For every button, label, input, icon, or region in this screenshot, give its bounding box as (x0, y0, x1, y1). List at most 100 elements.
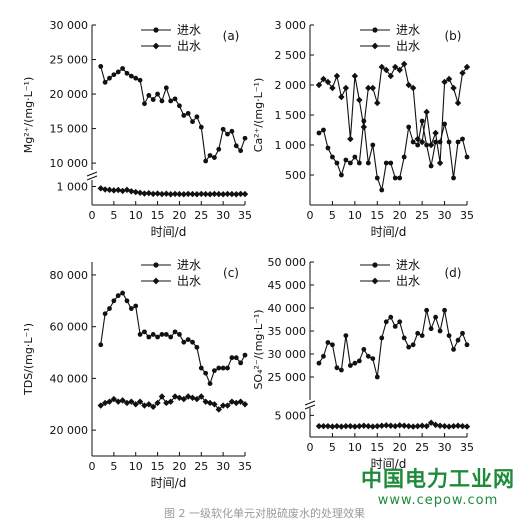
data-point-diamond (241, 190, 249, 198)
data-point-circle (374, 374, 380, 380)
data-point-diamond (450, 422, 457, 430)
x-tick-label: 20 (393, 209, 407, 222)
data-point-circle (115, 69, 121, 75)
data-point-diamond (237, 398, 244, 405)
data-point-circle (98, 342, 104, 348)
y-tick-label: 35 000 (268, 325, 307, 338)
data-point-diamond (387, 72, 394, 80)
data-point-circle (442, 307, 447, 313)
y-tick-label: 30 000 (50, 19, 89, 32)
data-point-circle (159, 332, 165, 337)
data-point-circle (177, 103, 182, 109)
axis-break-mark (86, 171, 98, 177)
data-point-diamond (459, 422, 466, 430)
y-tick-label: 1 500 (275, 109, 307, 122)
data-point-circle (442, 121, 447, 127)
data-point-diamond (110, 187, 118, 194)
data-point-diamond (387, 422, 394, 429)
series-line-0 (318, 310, 468, 378)
data-point-circle (451, 175, 456, 181)
data-point-circle (238, 360, 244, 366)
data-point-circle (406, 344, 412, 350)
data-point-diamond (463, 423, 471, 430)
y-tick-label: 10 000 (50, 157, 89, 170)
legend-label: 出水 (396, 274, 420, 288)
x-tick-label: 15 (370, 209, 384, 222)
data-point-circle (233, 143, 239, 149)
data-point-circle (163, 332, 169, 337)
x-tick-label: 10 (129, 460, 143, 473)
data-point-diamond (414, 422, 421, 430)
data-point-circle (370, 356, 376, 361)
data-point-circle (216, 146, 222, 152)
data-point-diamond (219, 402, 227, 409)
data-point-diamond (392, 63, 399, 71)
data-point-diamond (405, 422, 412, 430)
data-point-diamond (145, 401, 153, 408)
data-point-diamond (441, 422, 448, 430)
data-point-diamond (163, 190, 170, 197)
data-point-diamond (409, 84, 417, 92)
data-point-diamond (180, 191, 187, 198)
data-point-diamond (128, 188, 135, 195)
x-tick-label: 20 (172, 460, 186, 473)
data-point-circle (107, 306, 112, 311)
data-point-circle (365, 353, 371, 359)
data-point-circle (343, 157, 349, 163)
legend-label: 进水 (177, 258, 201, 272)
data-point-circle (163, 85, 169, 91)
data-point-circle (229, 128, 235, 134)
x-tick-label: 15 (151, 209, 165, 222)
axis-break-mark (304, 404, 316, 410)
data-point-circle (203, 158, 209, 164)
y-tick-label: 25 000 (268, 371, 307, 384)
data-point-circle (137, 77, 143, 83)
data-point-diamond (119, 397, 126, 404)
data-point-diamond (342, 422, 350, 430)
data-point-circle (142, 101, 147, 107)
data-point-circle (220, 365, 226, 371)
legend-marker-circle (153, 262, 159, 268)
y-tick-label: 5 000 (275, 409, 307, 422)
x-tick-label: 25 (415, 209, 429, 222)
y-tick-label: 20 000 (50, 424, 89, 437)
legend-label: 出水 (396, 39, 420, 53)
data-point-diamond (338, 93, 345, 101)
data-point-diamond (450, 84, 457, 92)
data-point-circle (98, 64, 104, 69)
data-point-circle (155, 91, 160, 97)
data-point-circle (388, 160, 394, 166)
data-point-circle (137, 332, 143, 337)
data-point-circle (321, 353, 326, 359)
data-point-diamond (409, 423, 417, 430)
data-point-diamond (198, 393, 205, 400)
x-tick-label: 0 (307, 209, 314, 222)
data-point-diamond (392, 422, 399, 430)
data-point-circle (181, 113, 187, 118)
data-point-diamond (158, 393, 166, 400)
data-point-circle (172, 329, 178, 335)
y-tick-label: 40 000 (268, 302, 307, 315)
data-point-diamond (333, 72, 341, 80)
data-point-diamond (463, 63, 471, 71)
data-point-circle (347, 363, 353, 368)
legend-label: 进水 (396, 23, 420, 37)
data-point-diamond (342, 84, 350, 92)
data-point-circle (185, 110, 191, 116)
data-point-diamond (241, 401, 249, 408)
y-tick-label: 30 000 (268, 348, 307, 361)
data-point-diamond (224, 402, 231, 409)
data-point-diamond (338, 423, 345, 430)
data-point-circle (142, 329, 147, 335)
data-point-diamond (97, 402, 104, 409)
data-point-circle (415, 330, 421, 336)
y-tick-label: 500 (285, 169, 306, 182)
y-axis-title: SO₄²⁻/(mg·L⁻¹) (252, 309, 265, 389)
data-point-circle (410, 342, 416, 348)
y-tick-label: 1 000 (275, 139, 307, 152)
data-point-circle (464, 342, 470, 348)
x-tick-label: 5 (110, 209, 117, 222)
watermark-title: 中国电力工业网 (361, 467, 515, 491)
data-point-diamond (414, 135, 421, 143)
data-point-diamond (459, 69, 466, 77)
